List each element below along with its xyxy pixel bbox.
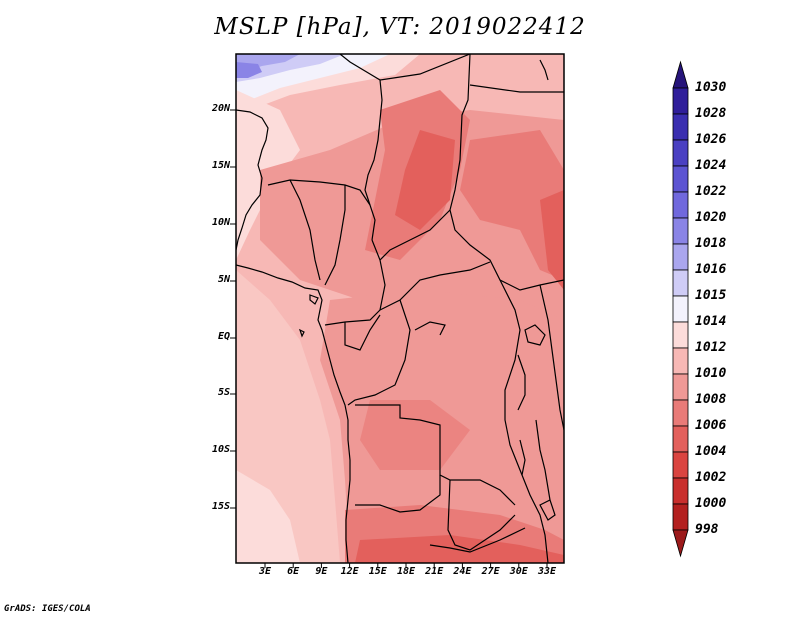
colorbar-label: 1000: [695, 496, 727, 511]
map-frame: [235, 53, 565, 564]
lon-tick-label: 30E: [509, 566, 528, 577]
colorbar-label: 1012: [695, 340, 727, 355]
colorbar-label: 1006: [695, 418, 727, 433]
colorbar-label: 1010: [695, 366, 727, 381]
colorbar-label: 1028: [695, 106, 727, 121]
lat-tick-label: 15S: [211, 501, 230, 512]
pressure-field: [236, 54, 564, 563]
colorbar-label: 1018: [695, 236, 727, 251]
lat-tick-label: 20N: [211, 103, 230, 114]
colorbar-swatch: [672, 451, 689, 479]
colorbar-swatch: [672, 295, 689, 323]
colorbar-swatch: [672, 87, 689, 115]
colorbar-swatch: [672, 191, 689, 219]
colorbar: [672, 60, 689, 558]
colorbar-label: 998: [695, 522, 719, 537]
colorbar-swatch: [672, 139, 689, 167]
lon-tick-label: 24E: [453, 566, 472, 577]
lon-tick-label: 3E: [258, 566, 272, 577]
colorbar-label: 1030: [695, 80, 727, 95]
colorbar-swatch: [672, 113, 689, 141]
colorbar-label: 1008: [695, 392, 727, 407]
colorbar-label: 1024: [695, 158, 727, 173]
lon-tick-label: 12E: [340, 566, 359, 577]
colorbar-label: 1026: [695, 132, 727, 147]
colorbar-swatch: [672, 373, 689, 401]
lat-tick-label: 10S: [211, 444, 230, 455]
lon-tick-label: 21E: [425, 566, 444, 577]
credit-label: GrADS: IGES/COLA: [4, 604, 91, 614]
colorbar-swatch: [672, 529, 689, 558]
chart-title: MSLP [hPa], VT: 2019022412: [214, 14, 586, 40]
lon-tick-label: 6E: [287, 566, 300, 577]
country-borders: [236, 54, 564, 563]
colorbar-swatch: [672, 60, 689, 89]
colorbar-label: 1016: [695, 262, 727, 277]
colorbar-swatch: [672, 347, 689, 375]
lon-tick-label: 9E: [315, 566, 328, 577]
lon-tick-label: 33E: [537, 566, 557, 577]
colorbar-swatch: [672, 165, 689, 193]
lon-tick-label: 27E: [481, 566, 500, 577]
lon-tick-label: 18E: [396, 566, 416, 577]
lat-tick-label: EQ: [217, 331, 230, 342]
colorbar-swatch: [672, 243, 689, 271]
lon-tick-label: 15E: [368, 566, 387, 577]
lat-tick-label: 5S: [217, 387, 230, 398]
lat-tick-label: 10N: [211, 217, 230, 228]
lat-tick-label: 5N: [217, 274, 230, 285]
colorbar-swatch: [672, 477, 689, 505]
colorbar-label: 1015: [695, 288, 727, 303]
colorbar-label: 1022: [695, 184, 727, 199]
colorbar-label: 1002: [695, 470, 727, 485]
colorbar-swatch: [672, 269, 689, 297]
colorbar-swatch: [672, 217, 689, 245]
colorbar-swatch: [672, 399, 689, 427]
colorbar-swatch: [672, 321, 689, 349]
colorbar-label: 1004: [695, 444, 727, 459]
colorbar-label: 1014: [695, 314, 727, 329]
colorbar-label: 1020: [695, 210, 727, 225]
lat-tick-label: 15N: [211, 160, 230, 171]
colorbar-swatch: [672, 503, 689, 531]
colorbar-swatch: [672, 425, 689, 453]
